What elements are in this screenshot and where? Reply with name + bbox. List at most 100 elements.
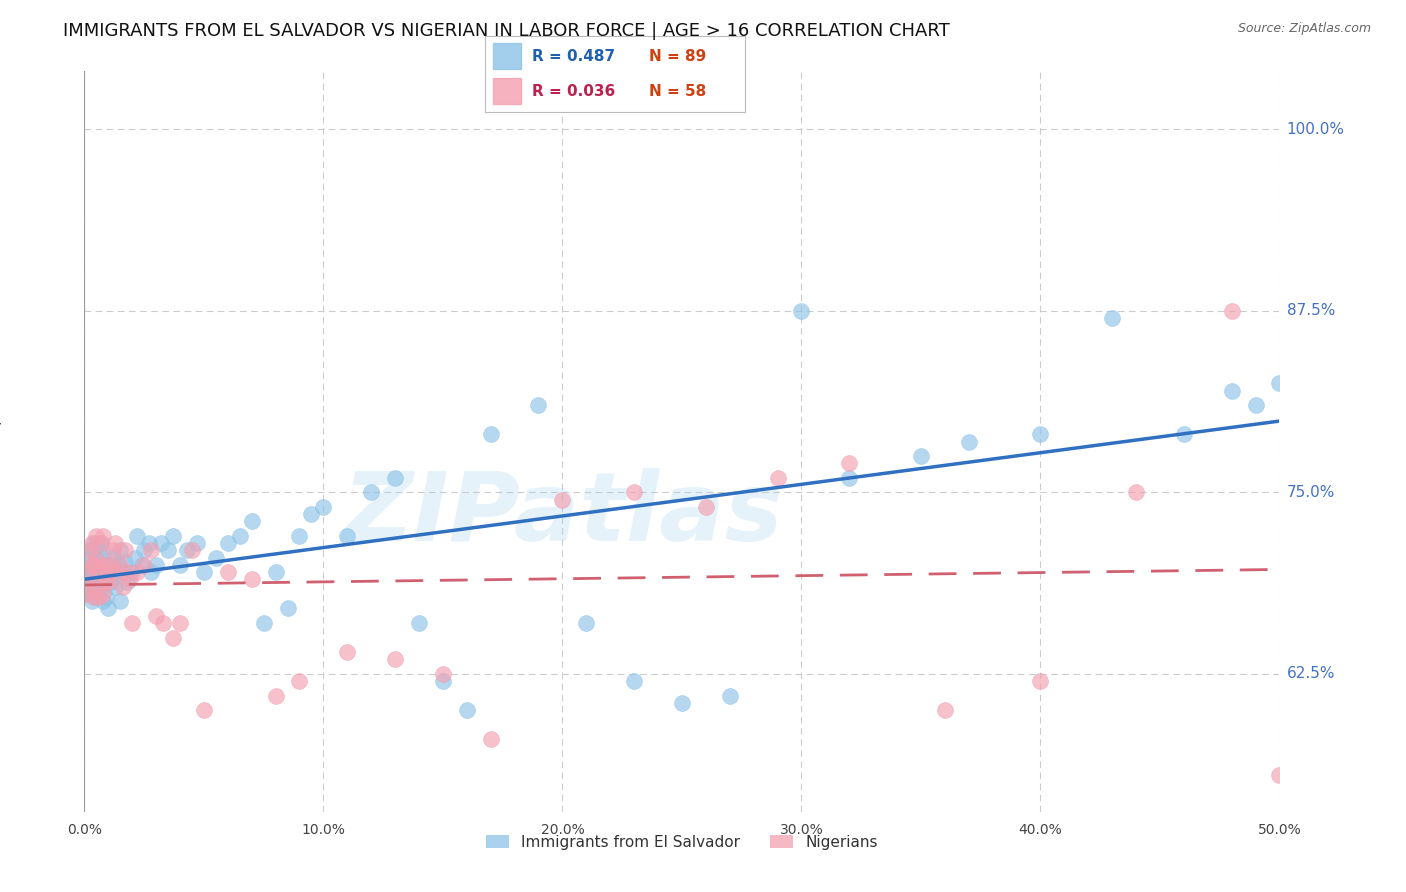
Point	[288, 674, 311, 689]
Point	[240, 573, 263, 587]
Point	[110, 594, 132, 608]
Point	[80, 575, 103, 590]
Point	[76, 573, 98, 587]
Point	[117, 575, 139, 590]
Point	[176, 543, 198, 558]
Point	[80, 536, 103, 550]
Point	[432, 674, 454, 689]
Point	[100, 558, 122, 572]
Point	[83, 590, 105, 604]
Point	[111, 580, 134, 594]
Point	[93, 546, 115, 560]
Point	[527, 398, 550, 412]
Point	[671, 696, 693, 710]
Point	[838, 471, 860, 485]
Text: 75.0%: 75.0%	[1286, 485, 1336, 500]
Point	[264, 689, 287, 703]
Point	[107, 565, 129, 579]
Point	[100, 565, 122, 579]
Point	[152, 615, 174, 630]
Text: 100.0%: 100.0%	[1286, 122, 1344, 137]
Point	[384, 471, 406, 485]
Point	[114, 543, 136, 558]
Text: N = 89: N = 89	[650, 49, 706, 63]
Point	[132, 558, 156, 572]
Text: R = 0.487: R = 0.487	[531, 49, 614, 63]
Text: 30.0%: 30.0%	[779, 823, 824, 838]
Point	[121, 615, 143, 630]
Point	[456, 703, 478, 717]
Text: 50.0%: 50.0%	[1257, 823, 1302, 838]
Point	[93, 529, 115, 543]
Point	[479, 732, 502, 747]
Point	[101, 569, 124, 583]
Point	[217, 536, 239, 550]
Point	[193, 565, 215, 579]
Text: N = 58: N = 58	[650, 84, 706, 98]
Point	[83, 536, 105, 550]
Point	[94, 575, 117, 590]
Point	[1268, 376, 1291, 391]
Point	[838, 456, 860, 470]
Point	[1220, 384, 1243, 398]
Point	[86, 575, 108, 590]
Text: ZIPatlas: ZIPatlas	[342, 467, 783, 561]
Point	[551, 492, 574, 507]
Point	[110, 543, 132, 558]
Point	[229, 529, 252, 543]
Point	[479, 427, 502, 442]
Point	[94, 565, 117, 579]
Point	[97, 575, 120, 590]
Point	[162, 529, 184, 543]
Point	[718, 689, 741, 703]
Text: In Labor Force | Age > 16: In Labor Force | Age > 16	[0, 344, 1, 539]
Point	[76, 565, 98, 579]
Point	[336, 645, 359, 659]
Point	[264, 565, 287, 579]
Point	[432, 666, 454, 681]
Point	[623, 674, 645, 689]
Point	[141, 565, 163, 579]
Text: IMMIGRANTS FROM EL SALVADOR VS NIGERIAN IN LABOR FORCE | AGE > 16 CORRELATION CH: IMMIGRANTS FROM EL SALVADOR VS NIGERIAN …	[63, 22, 950, 40]
Point	[77, 580, 100, 594]
Text: R = 0.036: R = 0.036	[531, 84, 616, 98]
Point	[141, 543, 163, 558]
Point	[1029, 427, 1052, 442]
Point	[83, 584, 105, 599]
Point	[77, 580, 100, 594]
Point	[104, 580, 127, 594]
Point	[288, 529, 311, 543]
Point	[111, 565, 134, 579]
Point	[80, 594, 103, 608]
Point	[193, 703, 215, 717]
Point	[101, 543, 124, 558]
Point	[125, 529, 148, 543]
Point	[110, 558, 132, 572]
Point	[86, 550, 108, 565]
Point	[86, 529, 108, 543]
Point	[93, 594, 115, 608]
Point	[360, 485, 382, 500]
Bar	[494, 78, 522, 104]
Point	[575, 615, 598, 630]
Point	[83, 558, 105, 572]
Text: Source: ZipAtlas.com: Source: ZipAtlas.com	[1237, 22, 1371, 36]
Point	[77, 550, 100, 565]
Point	[87, 543, 110, 558]
Point	[76, 558, 98, 572]
Point	[90, 558, 112, 572]
Point	[101, 550, 124, 565]
Bar	[494, 44, 522, 69]
Point	[76, 587, 98, 601]
Point	[408, 615, 430, 630]
Point	[114, 555, 136, 569]
Point	[336, 529, 359, 543]
Point	[86, 575, 108, 590]
Point	[790, 304, 813, 318]
Point	[86, 590, 108, 604]
Point	[104, 536, 127, 550]
Point	[90, 580, 112, 594]
Point	[80, 543, 103, 558]
Point	[1125, 485, 1147, 500]
Point	[1244, 398, 1267, 412]
